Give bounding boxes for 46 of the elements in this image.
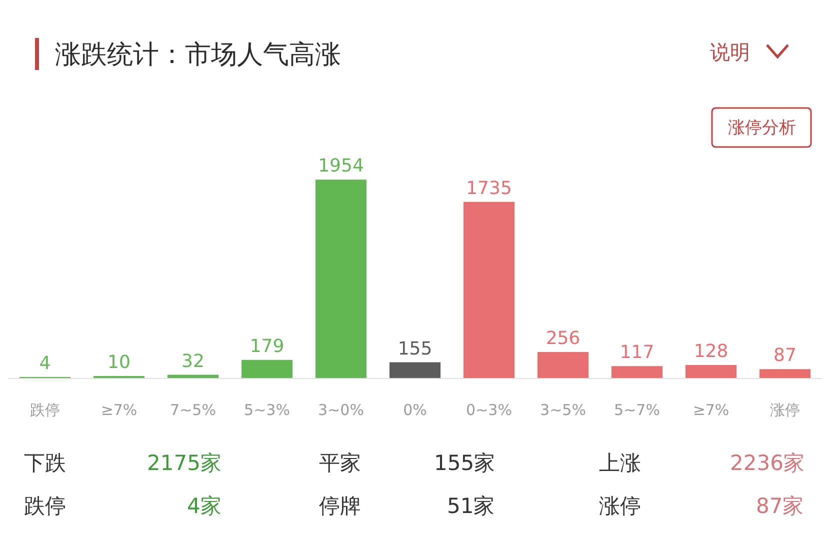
text: 51家 [447, 494, 495, 518]
data-label: 256 [546, 328, 580, 350]
text: 2236家 [730, 451, 804, 475]
text: 说明 [710, 40, 750, 64]
bar [315, 180, 367, 378]
data-label: 32 [182, 350, 204, 372]
bar [167, 374, 219, 378]
category-label: 停牌 [319, 494, 361, 518]
x-tick-label: 5~3% [244, 401, 290, 419]
data-label: 117 [620, 342, 654, 364]
bar [611, 366, 663, 378]
bar [463, 202, 515, 378]
text: 155家 [434, 451, 496, 475]
bar [241, 360, 293, 378]
category-label: 下跌 [24, 451, 66, 475]
x-tick-label: 涨停 [770, 401, 800, 419]
x-tick-label: 7~5% [170, 401, 216, 419]
bar [389, 362, 441, 378]
text: 4家 [187, 494, 222, 518]
data-label: 4 [39, 353, 51, 374]
x-tick-label: 5~7% [614, 401, 660, 419]
x-tick-label: 3~5% [540, 401, 586, 419]
text: 87家 [756, 494, 804, 518]
bar [759, 369, 811, 378]
category-label: 涨停 [599, 494, 641, 518]
text: 2175家 [147, 451, 222, 475]
chart-title: 涨跌统计：市场人气高涨 [55, 40, 341, 70]
x-tick-label: 3~0% [318, 401, 364, 419]
x-tick-label: 0~3% [466, 401, 512, 419]
x-tick-label: ≥7% [692, 401, 730, 419]
data-label: 155 [398, 338, 432, 360]
category-label: 跌停 [24, 494, 66, 518]
bar [537, 352, 589, 378]
data-label: 179 [250, 336, 284, 357]
x-tick-label: ≥7% [100, 401, 138, 419]
category-label: 平家 [319, 451, 361, 475]
text: 涨停分析 [728, 118, 796, 138]
data-label: 87 [774, 345, 796, 366]
data-label: 1735 [466, 178, 512, 199]
category-label: 上涨 [599, 451, 641, 475]
x-tick-label: 0% [403, 401, 427, 419]
data-label: 1954 [318, 156, 364, 177]
x-tick-label: 跌停 [30, 401, 60, 419]
data-label: 10 [108, 352, 130, 373]
data-label: 128 [694, 341, 728, 362]
bar [685, 365, 737, 378]
